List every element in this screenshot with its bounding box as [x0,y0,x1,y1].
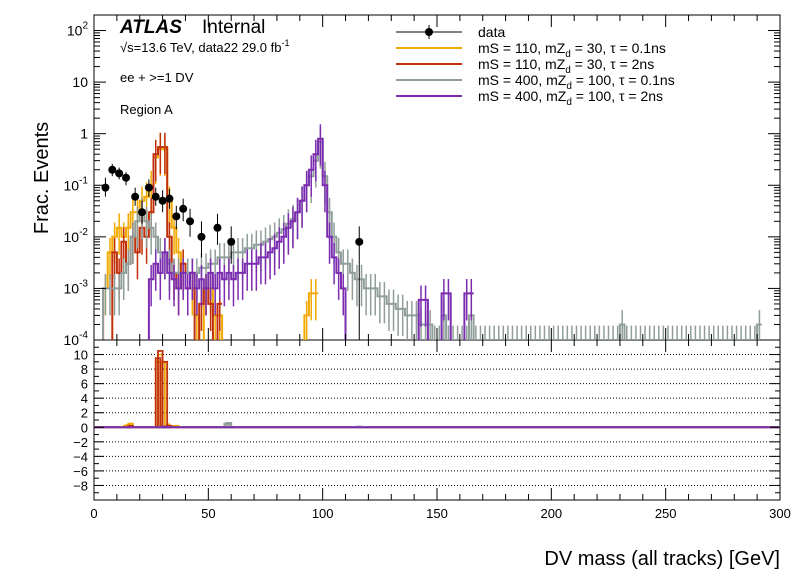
x-tick-label-2: 100 [312,506,334,521]
data-point-1 [108,165,117,174]
energy-lumi-superscript: -1 [281,38,289,48]
legend-2-text-b: = 30, τ = 2ns [571,56,654,72]
x-tick-label-0: 0 [90,506,97,521]
ratio-y-tick-label-0: −8 [73,478,88,493]
ratio-series-3-bin-0 [161,425,169,429]
data-point-9 [165,194,174,203]
y-tick-label-base-5: 10 [72,74,88,90]
y-tick-label-5: 10 [72,74,88,90]
ratio-y-tick-label-9: 10 [74,348,88,363]
data-point-12 [186,217,195,226]
legend-2-label: mS = 110, mZd = 30, τ = 2ns [478,56,654,76]
y-tick-label-base-2: 10 [64,229,80,245]
y-tick-label-4: 1 [80,126,88,142]
data-point-14 [213,223,222,232]
x-axis-title: DV mass (all tracks) [GeV] [544,548,780,570]
energy-lumi-label: √s=13.6 TeV, data22 29.0 fb-1 [120,38,289,55]
y-tick-label-0: 10-4 [64,330,89,348]
x-tick-label-5: 250 [655,506,677,521]
y-tick-label-exp-6: 2 [82,21,88,32]
data-point-16 [355,237,364,246]
legend-0-marker [425,28,433,36]
legend-3-label: mS = 400, mZd = 100, τ = 0.1ns [478,72,675,92]
y-tick-label-exp-0: -4 [79,330,88,341]
data-point-4 [131,192,140,201]
series-3-histogram [147,137,474,340]
data-point-8 [158,196,167,205]
region-label: Region A [120,102,173,117]
legend-4-subscript: d [566,97,572,108]
y-tick-label-base-4: 1 [80,126,88,142]
legend-3-subscript: d [566,81,572,92]
data-point-7 [151,192,160,201]
legend-2-subscript: d [565,65,571,76]
y-tick-label-base-1: 10 [64,280,80,296]
data-point-10 [172,212,181,221]
y-tick-label-6: 102 [67,21,89,39]
energy-lumi-text: √s=13.6 TeV, data22 29.0 fb [120,40,281,55]
data-point-5 [138,208,147,217]
x-tick-label-3: 150 [426,506,448,521]
ratio-y-tick-label-2: −4 [73,449,88,464]
y-tick-label-3: 10-1 [64,175,89,193]
legend-1-text-a: mS = 110, mZ [478,40,566,56]
x-tick-label-1: 50 [201,506,215,521]
legend-1-subscript: d [565,49,571,60]
legend-4-text-b: = 100, τ = 2ns [572,88,663,104]
atlas-label: ATLAS [119,17,182,38]
internal-label: Internal [202,17,265,38]
y-tick-label-1: 10-3 [64,278,89,296]
y-tick-label-base-3: 10 [64,177,80,193]
legend-1-text-b: = 30, τ = 0.1ns [571,40,666,56]
y-axis-title: Frac. Events [31,122,53,234]
y-tick-label-exp-3: -1 [79,175,88,186]
x-tick-label-4: 200 [540,506,562,521]
legend-3-text-b: = 100, τ = 0.1ns [572,72,675,88]
ratio-y-tick-label-7: 6 [81,377,88,392]
ratio-y-tick-label-5: 2 [81,406,88,421]
y-tick-label-exp-1: -3 [79,278,88,289]
y-tick-label-2: 10-2 [64,227,89,245]
ratio-gridlines [94,354,780,486]
legend-4-text-a: mS = 400, mZ [478,88,567,104]
legend-2-text-a: mS = 110, mZ [478,56,566,72]
data-point-3 [122,173,131,182]
y-tick-label-base-6: 10 [67,23,83,39]
data-point-15 [227,237,236,246]
legend-3-text-a: mS = 400, mZ [478,72,567,88]
axes: 0 50 100 150 200 250 30010-410-310-210-1110102… [64,14,791,521]
ratio-y-tick-label-8: 8 [81,362,88,377]
top-panel [101,124,762,340]
y-tick-label-exp-2: -2 [79,227,88,238]
legend-0-label: data [478,24,505,40]
ratio-y-tick-label-3: −2 [73,435,88,450]
data-point-11 [179,204,188,213]
legend-1-label: mS = 110, mZd = 30, τ = 0.1ns [478,40,666,60]
data-point-13 [197,232,206,241]
ratio-y-tick-label-1: −6 [73,464,88,479]
ratio-y-tick-label-4: 0 [81,420,88,435]
ratio-panel [94,350,780,429]
selection-label: ee + >=1 DV [120,70,194,85]
data-point-6 [144,183,153,192]
y-tick-label-base-0: 10 [64,332,80,348]
ratio-y-tick-label-6: 4 [81,391,88,406]
legend-4-label: mS = 400, mZd = 100, τ = 2ns [478,88,663,108]
x-tick-label-6: 300 [769,506,791,521]
data-point-2 [115,169,124,178]
